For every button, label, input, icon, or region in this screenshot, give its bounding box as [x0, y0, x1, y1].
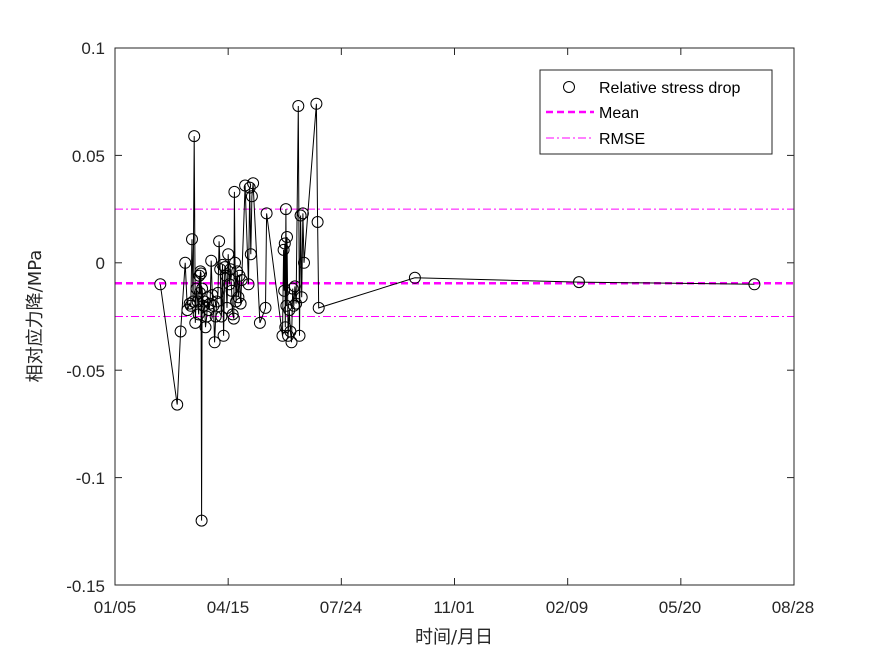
data-point — [310, 97, 323, 110]
data-point — [223, 278, 236, 291]
data-point — [205, 254, 218, 267]
data-point — [245, 190, 258, 203]
data-point — [279, 203, 292, 216]
data-point — [295, 291, 308, 304]
data-point — [195, 267, 207, 280]
data-point — [181, 304, 194, 317]
legend-box — [539, 69, 773, 155]
data-point — [311, 216, 324, 228]
data-point — [244, 248, 257, 261]
data-point — [292, 100, 305, 112]
data-point — [226, 308, 239, 321]
data-point — [195, 514, 208, 527]
data-point — [253, 316, 266, 329]
data-point — [202, 304, 215, 317]
y-tick-labels: 0.1 0.05 0 -0.05 -0.1 -0.15 — [66, 39, 105, 596]
data-point — [183, 297, 196, 310]
x-tick-label: 11/01 — [433, 598, 474, 617]
x-tick-label: 07/24 — [320, 598, 363, 617]
ticks-layer — [114, 47, 795, 586]
data-point — [186, 233, 198, 246]
y-tick-label: -0.15 — [66, 577, 105, 596]
data-point — [260, 207, 273, 220]
data-point — [232, 291, 245, 304]
x-tick-label: 01/05 — [94, 598, 137, 617]
x-tick-labels: 01/05 04/15 07/24 11/01 02/09 05/20 08/2… — [94, 598, 815, 617]
x-axis-label: 时间/月日 — [415, 627, 493, 648]
data-point — [208, 336, 221, 349]
y-tick-label: 0 — [96, 254, 105, 273]
legend-marker-circle — [563, 81, 575, 93]
data-point — [200, 310, 213, 323]
y-tick-label: 0.05 — [72, 147, 105, 166]
data-point — [298, 256, 310, 269]
data-point — [193, 269, 206, 282]
data-point — [212, 286, 224, 299]
data-point — [215, 310, 228, 323]
data-point — [204, 297, 217, 310]
x-tick-label: 04/15 — [207, 598, 250, 617]
data-point — [276, 329, 289, 342]
data-point — [217, 329, 230, 342]
data-point — [281, 231, 293, 243]
data-point — [283, 304, 296, 317]
data-point — [288, 280, 301, 293]
y-tick-label: -0.05 — [66, 362, 105, 381]
data-point — [171, 398, 184, 411]
data-layer — [115, 97, 794, 527]
data-point — [234, 297, 247, 310]
data-point — [235, 274, 248, 286]
data-point — [188, 130, 201, 143]
data-point — [293, 329, 306, 342]
data-point — [278, 284, 291, 297]
data-point — [174, 325, 187, 338]
x-tick-label: 02/09 — [546, 598, 589, 617]
data-point — [209, 310, 222, 323]
data-point — [285, 336, 298, 349]
legend-label-mean: Mean — [599, 105, 639, 122]
data-point — [210, 295, 223, 308]
data-point — [748, 278, 761, 291]
data-point — [229, 256, 241, 269]
data-point — [224, 263, 237, 276]
y-tick-label: -0.1 — [76, 469, 105, 488]
data-point — [287, 299, 300, 312]
data-point — [277, 243, 290, 256]
data-point — [213, 235, 226, 248]
data-point — [225, 284, 238, 297]
data-point — [242, 278, 255, 291]
y-tick-label: 0.1 — [81, 39, 105, 58]
data-point — [179, 256, 192, 269]
legend-label-stress-drop: Relative stress drop — [599, 80, 740, 97]
data-point — [219, 269, 232, 282]
data-point — [189, 316, 202, 329]
data-point — [296, 207, 309, 220]
data-point — [278, 237, 291, 250]
data-point — [196, 282, 209, 295]
data-point — [573, 276, 585, 289]
data-point — [190, 282, 203, 295]
x-tick-label: 05/20 — [659, 598, 702, 617]
data-point — [408, 271, 421, 284]
data-point — [312, 301, 325, 314]
data-point — [216, 258, 229, 271]
data-point — [247, 177, 260, 190]
data-point — [228, 185, 241, 198]
data-point — [218, 261, 231, 274]
data-point — [222, 248, 235, 261]
data-point — [227, 312, 240, 325]
data-point — [259, 301, 272, 314]
data-point — [286, 282, 299, 295]
legend-label-rmse: RMSE — [599, 131, 645, 148]
y-axis-label: 相对应力降/MPa — [25, 250, 46, 383]
legend: Relative stress drop Mean RMSE — [539, 69, 773, 155]
data-point — [294, 209, 307, 222]
data-point — [154, 278, 167, 291]
x-tick-label: 08/28 — [772, 598, 815, 617]
data-point — [243, 181, 256, 194]
